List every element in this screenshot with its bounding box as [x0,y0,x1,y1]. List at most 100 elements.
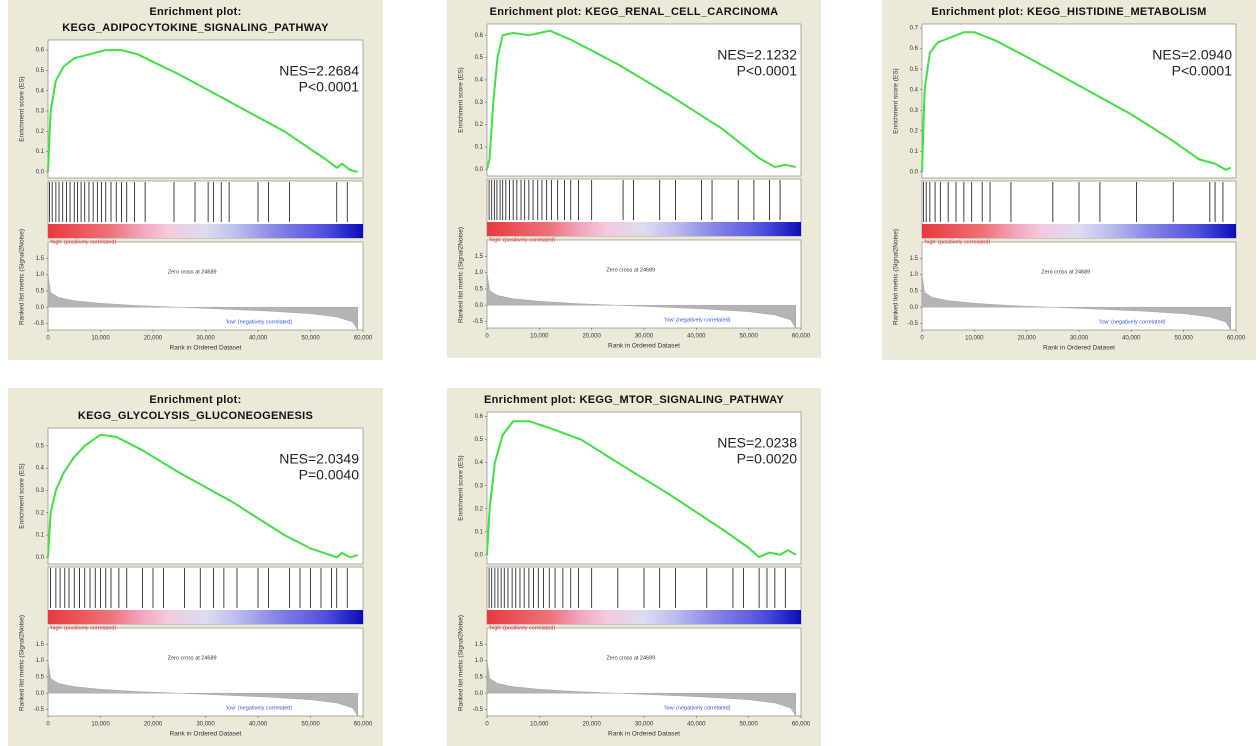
es-plot-area [486,411,802,565]
y-tick-label: 0.0 [36,691,45,697]
ranked-metric-area [47,660,358,717]
y-tick-label: 0.5 [475,55,484,61]
rank-color-bar [48,224,363,238]
x-tick-label: 60,000 [1227,336,1246,342]
metric-plot-area [47,241,364,331]
y-tick-label: 0.2 [36,129,45,135]
high-label: 'high' (positively correlated) [924,239,990,245]
rank-color-bar [487,610,801,624]
y-tick-label: 0.1 [36,533,45,539]
y-tick-label: 0.0 [36,169,45,175]
x-axis-label: Rank in Ordered Dataset [608,343,680,350]
y-tick-label: 0.5 [910,67,919,73]
zero-cross-label: Zero cross at 24689 [606,267,655,273]
y-tick-label: -0.5 [34,321,45,327]
y-tick-label: 0.4 [475,77,484,83]
x-tick-label: 30,000 [635,722,654,728]
x-tick-label: 0 [485,722,489,728]
y-tick-label: 0.3 [36,488,45,494]
y-tick-label: 0.6 [36,48,45,54]
chart-title: Enrichment plot: KEGG_HISTIDINE_METABOLI… [931,6,1207,18]
zero-cross-label: Zero cross at 24689 [168,269,217,275]
chart-title: Enrichment plot: KEGG_MTOR_SIGNALING_PAT… [483,394,785,406]
y-axis-label: Enrichment score (ES) [893,68,900,133]
ranked-metric-area [921,274,1231,331]
y-tick-label: 0.0 [36,305,45,311]
x-tick-label: 0 [46,336,50,342]
high-label: 'high' (positively correlated) [489,237,555,243]
es-line [921,31,1232,172]
rank-color-bar [922,224,1236,238]
x-tick-label: 20,000 [582,722,601,728]
x-tick-label: 30,000 [196,336,215,342]
x-tick-label: 10,000 [530,722,549,728]
ranked-metric-area [47,274,358,331]
x-tick-label: 30,000 [196,722,215,728]
zero-cross-label: Zero cross at 24689 [1041,269,1090,275]
annotation: NES=2.0238 [717,435,797,451]
ranked-metric-area [486,272,796,329]
x-tick-label: 60,000 [354,722,373,728]
y-tick-label: 0.3 [475,483,484,489]
es-plot-area [47,427,364,565]
annotation: NES=2.0940 [1152,47,1232,63]
y-tick-label: 0.1 [475,529,484,535]
es-line [486,420,797,559]
x-axis-label: Rank in Ordered Dataset [170,345,242,352]
gsea-panel: Enrichment plot: KEGG_RENAL_CELL_CARCINO… [447,0,821,358]
y-tick-label: 0.6 [475,33,484,39]
annotation: NES=2.1232 [717,47,797,63]
annotation: P<0.0001 [737,63,798,79]
low-label: 'low' (negatively correlated) [1099,319,1165,325]
y-axis-label: Enrichment score (ES) [19,76,26,141]
y-axis-label: Enrichment score (ES) [458,67,465,132]
y-tick-label: 0.4 [475,460,484,466]
x-tick-label: 0 [485,334,489,340]
chart: 0.0 0.1 0.2 0.3 0.4 0.5 0.6 0.7 Enrichment score… [893,23,1246,352]
metric-axis-label: Ranked list metric (Signal2Noise) [458,227,465,323]
es-line [47,433,359,559]
x-tick-label: 10,000 [530,334,549,340]
metric-plot-area [486,627,802,717]
gsea-panel: Enrichment plot: KEGG_HISTIDINE_METABOLI… [882,0,1256,360]
y-tick-label: 0.4 [36,88,45,94]
y-tick-label: 0.5 [475,437,484,443]
y-tick-label: 1.0 [475,658,484,664]
low-label: 'low' (negatively correlated) [664,705,730,711]
x-tick-label: 30,000 [635,334,654,340]
x-tick-label: 20,000 [144,336,163,342]
x-tick-label: 40,000 [687,334,706,340]
y-tick-label: 0.7 [910,26,919,32]
annotation: P=0.0020 [737,451,798,467]
y-tick-label: -0.5 [34,707,45,713]
x-tick-label: 60,000 [792,334,811,340]
x-tick-label: 40,000 [1122,336,1141,342]
gsea-panel: Enrichment plot: KEGG_ADIPOCYTOKINE_SIGN… [8,0,383,360]
y-tick-label: 1.0 [475,270,484,276]
y-tick-label: 0.5 [36,68,45,74]
y-tick-label: 0.0 [475,552,484,558]
x-tick-label: 0 [920,336,924,342]
x-tick-label: 40,000 [249,722,268,728]
y-tick-label: 0.5 [36,288,45,294]
high-label: 'high' (positively correlated) [489,625,555,631]
metric-axis-label: Ranked list metric (Signal2Noise) [458,615,465,711]
gsea-panel: Enrichment plot: KEGG_MTOR_SIGNALING_PAT… [447,388,821,746]
y-tick-label: 0.0 [475,303,484,309]
y-tick-label: 0.5 [36,674,45,680]
chart: 0.0 0.1 0.2 0.3 0.4 0.5 Enrichment score (ES) N… [19,427,373,738]
y-tick-label: 1.0 [36,658,45,664]
annotation: P<0.0001 [299,79,360,95]
y-tick-label: 1.5 [910,256,919,262]
x-axis-label: Rank in Ordered Dataset [1043,345,1115,352]
x-tick-label: 10,000 [965,336,984,342]
chart: 0.0 0.1 0.2 0.3 0.4 0.5 0.6 Enrichment score (E… [19,39,373,352]
es-line [486,29,796,170]
es-plot-area [921,23,1237,179]
y-tick-label: 1.0 [36,272,45,278]
y-tick-label: 0.4 [910,87,919,93]
zero-cross-label: Zero cross at 24689 [606,655,655,661]
x-tick-label: 60,000 [792,722,811,728]
y-tick-label: 0.3 [36,109,45,115]
